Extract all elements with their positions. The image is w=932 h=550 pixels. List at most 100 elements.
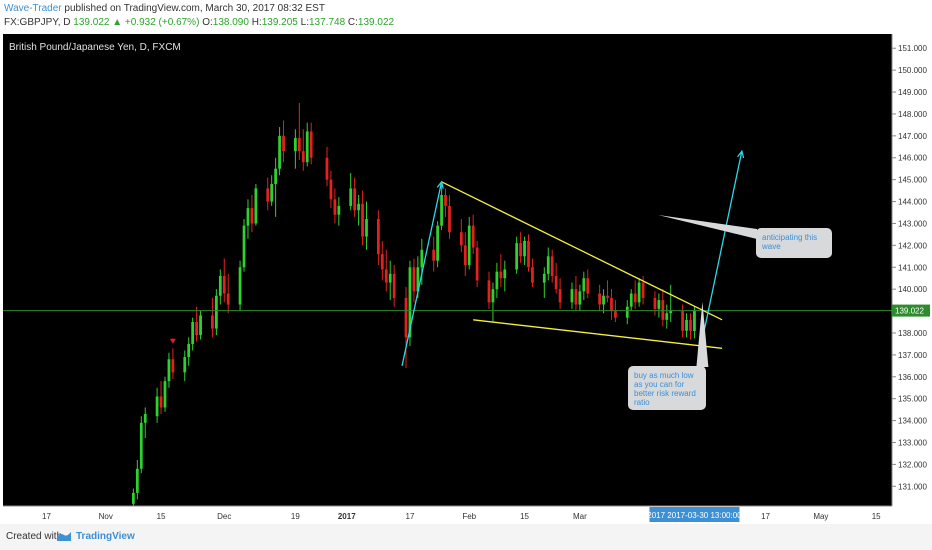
candle-body — [143, 414, 147, 423]
candle — [384, 249, 388, 292]
buy-note-pointer — [696, 301, 709, 367]
buy-note[interactable]: buy as much low as you can for better ri… — [628, 366, 706, 410]
candle — [527, 234, 530, 272]
candle-body — [159, 396, 163, 408]
symbol-info: FX:GBPJPY, D 139.022 ▲ +0.932 (+0.67%) O… — [4, 17, 394, 28]
candle-body — [132, 492, 135, 504]
candle — [250, 194, 254, 233]
candle-body — [546, 256, 550, 274]
candle — [301, 129, 305, 171]
candle-body — [602, 295, 605, 305]
tradingview-brand[interactable]: TradingView — [76, 531, 135, 542]
time-axis[interactable] — [3, 506, 892, 524]
candle-body — [282, 135, 285, 152]
candle — [222, 258, 226, 303]
candle-body — [195, 322, 198, 336]
candle — [211, 297, 214, 338]
author-link[interactable]: Wave-Trader — [4, 3, 62, 14]
candle-body — [681, 311, 684, 331]
created-with-text: Created with — [6, 531, 63, 542]
candle-body — [392, 273, 396, 298]
signal-down-triangle — [169, 338, 176, 344]
candle — [420, 238, 424, 285]
candle — [195, 306, 198, 342]
price-tick-label: 134.000 — [898, 417, 927, 426]
candle-body — [254, 188, 258, 224]
open-value: 138.090 — [212, 17, 249, 28]
candle-body — [467, 225, 471, 266]
candle-body — [380, 254, 384, 270]
candle-body — [598, 293, 602, 305]
price-tick-label: 148.000 — [898, 110, 927, 119]
candle-body — [570, 289, 574, 303]
price-tick-label: 138.000 — [898, 329, 927, 338]
candle-body — [270, 184, 274, 202]
candle-body — [610, 297, 613, 312]
plot-area[interactable] — [3, 34, 892, 506]
candle — [270, 175, 274, 206]
candle-body — [436, 225, 440, 261]
price-tick-label: 141.000 — [898, 263, 927, 272]
price-tick-label: 151.000 — [898, 44, 927, 53]
candle-body — [404, 297, 408, 338]
time-tick-label: Mar — [573, 512, 587, 521]
candle-body — [199, 315, 202, 336]
price-axis[interactable] — [892, 34, 932, 506]
low-label: L: — [300, 17, 309, 28]
candle — [440, 181, 443, 231]
candle-body — [657, 300, 661, 309]
candle — [432, 236, 436, 272]
price-tick-label: 140.000 — [898, 285, 927, 294]
candle — [266, 177, 270, 211]
candle-body — [641, 282, 645, 298]
candle-body — [503, 269, 507, 279]
chart-svg[interactable]: British Pound/Japanese Yen, D, FXCM 131.… — [0, 0, 932, 524]
candle-body — [582, 278, 586, 292]
candle-body — [139, 422, 143, 469]
price-tick-label: 135.000 — [898, 395, 927, 404]
candle-body — [471, 225, 475, 248]
candle-body — [693, 310, 696, 331]
candle-body — [305, 131, 309, 163]
candle — [436, 221, 440, 268]
candle-body — [685, 319, 688, 331]
candle-body — [523, 240, 526, 257]
high-value: 139.205 — [261, 17, 298, 28]
candle — [278, 127, 281, 176]
candle — [487, 271, 491, 309]
candle — [139, 416, 143, 474]
candle — [143, 407, 147, 439]
candle — [519, 232, 522, 263]
candle-body — [416, 267, 420, 292]
candle — [689, 313, 692, 340]
close-label: C: — [347, 17, 358, 28]
anticipation-note-pointer — [658, 214, 757, 239]
candle — [412, 258, 416, 303]
time-tick-label: 15 — [520, 512, 529, 521]
candle-body — [669, 311, 673, 314]
candle — [448, 194, 451, 239]
symbol-name[interactable]: FX:GBPJPY, D — [4, 17, 71, 28]
last-price-badge: 139.022 — [892, 304, 930, 317]
arrow-shaft — [401, 181, 443, 366]
candle-body — [222, 276, 226, 294]
time-tick-label: 17 — [406, 512, 415, 521]
candle-body — [412, 267, 416, 292]
candle-body — [614, 311, 617, 318]
candle-body — [475, 247, 479, 281]
candle-body — [246, 208, 250, 226]
candle — [337, 197, 341, 226]
candle-body — [337, 205, 341, 215]
time-cursor-label: 2017 2017-03-30 13:00:00 — [647, 507, 742, 522]
open-label: O: — [202, 17, 213, 28]
publish-text: published on TradingView.com, March 30, … — [64, 3, 325, 14]
candle — [135, 460, 139, 500]
candle — [610, 289, 613, 320]
candle-body — [408, 267, 412, 338]
candle — [325, 146, 329, 187]
anticipation-note[interactable]: anticipating this wave — [756, 228, 832, 258]
candle — [531, 258, 534, 287]
candle — [523, 236, 526, 266]
candle-body — [554, 276, 558, 290]
candle-body — [365, 219, 368, 237]
